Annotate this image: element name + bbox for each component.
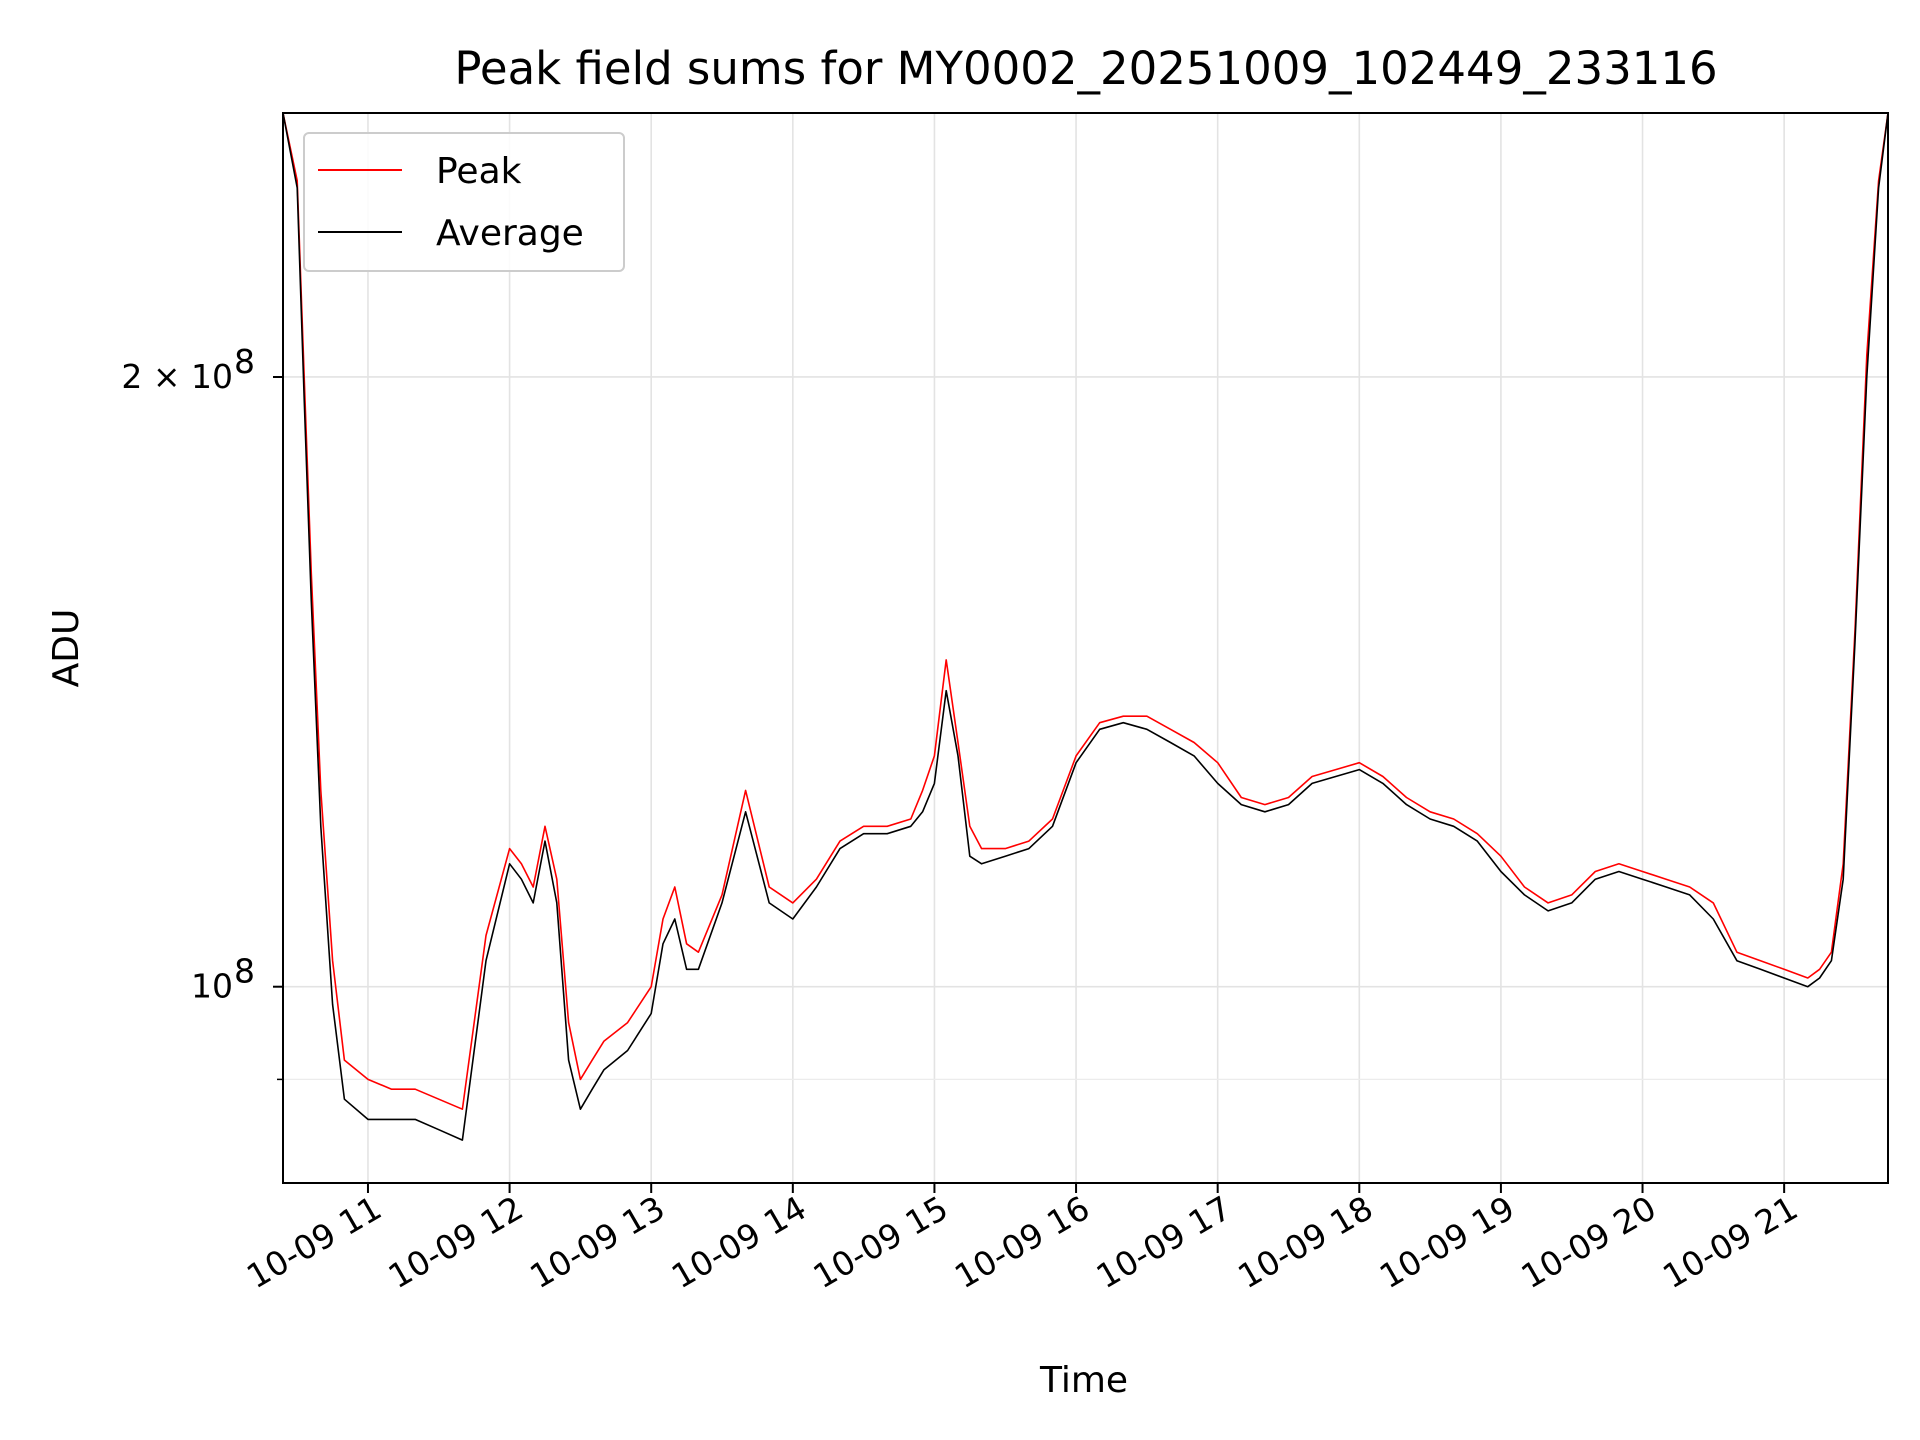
legend-box: [303, 132, 625, 272]
chart-title: Peak field sums for MY0002_20251009_1024…: [454, 42, 1717, 95]
y-tick-label: 2 × 10: [121, 357, 233, 396]
plot-area: [283, 113, 1888, 1141]
y-tick-label: 10: [191, 967, 233, 1006]
series-line-peak: [283, 113, 1888, 1110]
legend: Peak Average: [303, 132, 625, 272]
legend-label-peak: Peak: [436, 151, 522, 192]
series-line-average: [283, 113, 1888, 1141]
x-axis-label: Time: [1039, 1360, 1128, 1401]
series-layer: [283, 113, 1888, 1141]
y-tick-exponent: 8: [234, 342, 255, 381]
legend-label-average: Average: [436, 213, 584, 254]
grid: [283, 113, 1888, 1183]
plot-frame: [282, 112, 1889, 1184]
y-tick-exponent: 8: [234, 952, 255, 991]
y-axis-label: ADU: [46, 609, 87, 688]
y-axis: 10 82 × 10 8: [121, 342, 283, 1081]
